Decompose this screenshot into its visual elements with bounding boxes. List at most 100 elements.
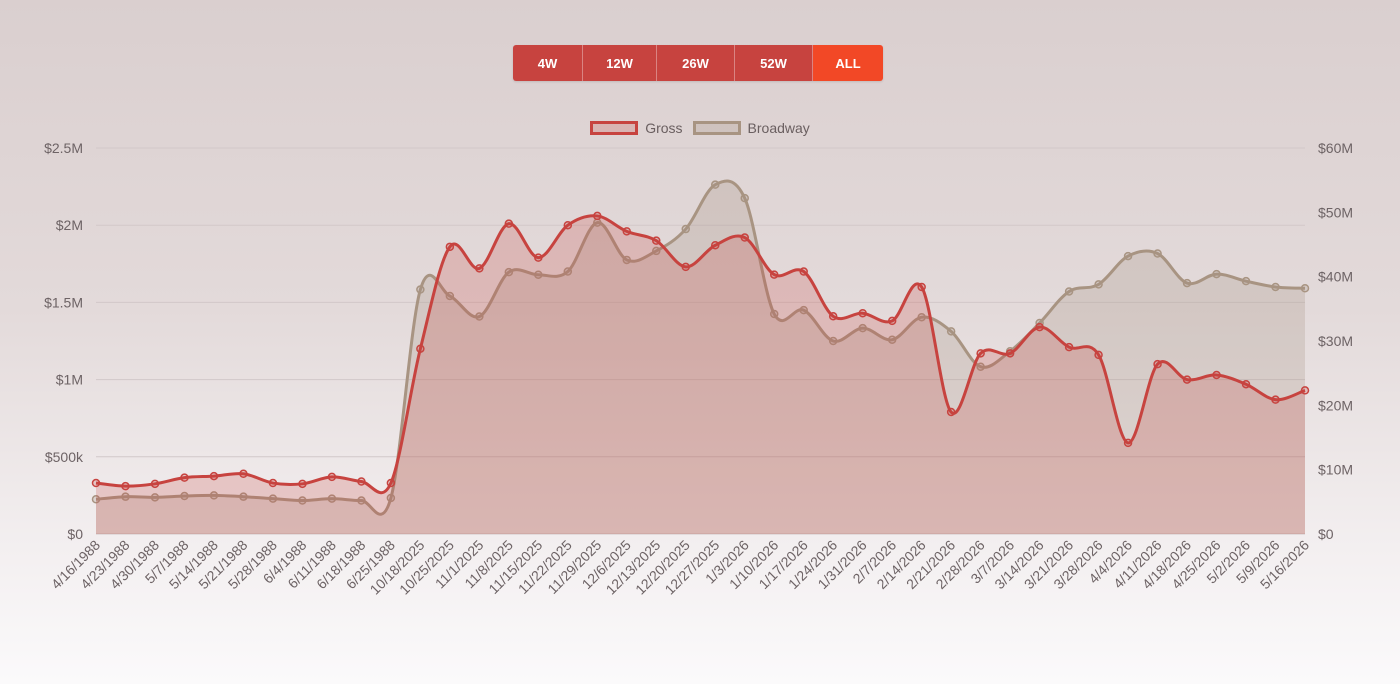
point-gross: [1123, 438, 1133, 448]
point-gross: [298, 479, 307, 489]
time-range-selector: 4W 12W 26W 52W ALL: [513, 45, 883, 81]
y-left-tick-label: $1M: [56, 372, 83, 388]
point-gross: [445, 242, 455, 252]
legend-label-broadway: Broadway: [747, 120, 810, 136]
point-broadway: [1123, 251, 1133, 261]
y-right-tick-label: $30M: [1318, 333, 1353, 349]
point-broadway: [1271, 282, 1280, 292]
point-gross: [1005, 349, 1015, 358]
point-gross: [917, 282, 926, 292]
legend-label-gross: Gross: [645, 120, 683, 136]
point-gross: [740, 233, 749, 242]
point-gross: [1212, 370, 1221, 380]
range-button-12w[interactable]: 12W: [583, 45, 657, 81]
legend-swatch-broadway: [692, 121, 741, 135]
point-broadway: [681, 224, 691, 234]
point-gross: [622, 227, 632, 236]
point-broadway: [799, 305, 808, 315]
point-broadway: [239, 492, 248, 501]
range-button-4w[interactable]: 4W: [513, 45, 583, 81]
y-left-tick-label: $1.5M: [44, 294, 83, 310]
point-broadway: [652, 246, 661, 256]
point-gross: [209, 471, 219, 481]
point-gross: [1241, 379, 1251, 389]
point-gross: [563, 220, 573, 230]
point-broadway: [150, 493, 160, 502]
range-button-52w[interactable]: 52W: [735, 45, 813, 81]
point-broadway: [858, 323, 867, 333]
point-gross: [416, 344, 425, 353]
point-broadway: [1212, 269, 1221, 279]
point-broadway: [1153, 249, 1162, 258]
point-broadway: [622, 255, 632, 265]
point-broadway: [1300, 283, 1310, 293]
y-right-tick-label: $60M: [1318, 140, 1353, 156]
point-gross: [239, 469, 248, 479]
y-left-tick-label: $2M: [56, 217, 83, 233]
point-gross: [357, 477, 366, 486]
point-broadway: [91, 495, 101, 504]
point-broadway: [1241, 276, 1251, 286]
legend-item-gross[interactable]: Gross: [590, 120, 683, 136]
point-gross: [180, 473, 189, 482]
point-gross: [946, 407, 956, 417]
point-gross: [121, 481, 130, 491]
point-gross: [710, 241, 720, 250]
point-broadway: [386, 493, 396, 503]
point-broadway: [563, 267, 573, 276]
y-right-tick-label: $10M: [1318, 462, 1353, 478]
point-gross: [150, 479, 160, 489]
point-gross: [475, 264, 484, 273]
area-broadway: [96, 180, 1305, 534]
line-gross: [95, 214, 1306, 495]
point-gross: [828, 312, 838, 321]
y-right-tick-label: $40M: [1318, 269, 1353, 285]
point-broadway: [976, 362, 985, 371]
point-gross: [799, 267, 808, 276]
point-broadway: [416, 285, 425, 294]
point-broadway: [740, 193, 749, 203]
point-gross: [1094, 350, 1103, 360]
point-gross: [769, 270, 779, 279]
point-gross: [652, 236, 661, 245]
point-gross: [681, 262, 691, 272]
point-gross: [1300, 386, 1310, 395]
point-broadway: [209, 491, 219, 500]
point-broadway: [710, 180, 720, 189]
point-broadway: [887, 335, 897, 344]
point-broadway: [1064, 287, 1074, 296]
legend-swatch-gross: [590, 121, 639, 135]
range-button-26w[interactable]: 26W: [657, 45, 735, 81]
chart-legend: Gross Broadway: [0, 117, 1400, 139]
point-gross: [386, 478, 396, 488]
point-gross: [887, 316, 897, 326]
point-broadway: [828, 336, 838, 346]
point-gross: [534, 253, 543, 262]
point-gross: [593, 211, 602, 221]
point-broadway: [504, 267, 514, 277]
point-gross: [1064, 342, 1074, 352]
point-broadway: [180, 491, 189, 501]
point-broadway: [121, 492, 130, 501]
point-gross: [976, 349, 985, 358]
y-left-tick-label: $0: [67, 526, 83, 542]
point-gross: [858, 308, 867, 318]
point-broadway: [1182, 278, 1192, 288]
point-broadway: [769, 309, 779, 319]
area-gross: [96, 215, 1305, 535]
y-left-tick-label: $2.5M: [44, 140, 83, 156]
range-button-all[interactable]: ALL: [813, 45, 883, 81]
point-broadway: [357, 496, 366, 505]
point-gross: [91, 478, 101, 488]
point-broadway: [946, 327, 956, 336]
point-gross: [1271, 395, 1280, 404]
point-broadway: [1094, 280, 1103, 289]
point-gross: [268, 478, 278, 488]
legend-item-broadway[interactable]: Broadway: [692, 120, 810, 136]
y-right-tick-label: $50M: [1318, 204, 1353, 220]
point-broadway: [445, 291, 455, 301]
point-broadway: [268, 494, 278, 503]
point-gross: [327, 472, 337, 482]
y-right-tick-label: $20M: [1318, 397, 1353, 413]
